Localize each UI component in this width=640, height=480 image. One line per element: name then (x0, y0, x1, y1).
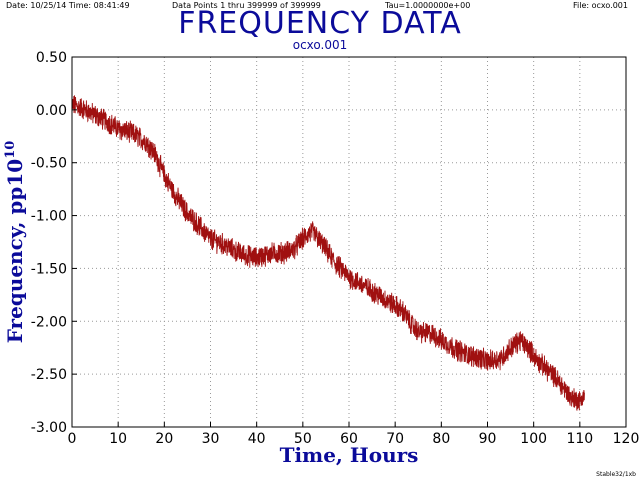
y-tick-label: -3.00 (31, 420, 67, 436)
x-tick-label: 60 (340, 431, 358, 447)
grid (72, 57, 626, 427)
series-layer (71, 95, 585, 411)
y-tick-label: -1.50 (31, 261, 67, 277)
x-tick-label: 30 (202, 431, 220, 447)
y-axis-label-main: Frequency, pp10 (3, 159, 27, 344)
chart-title: FREQUENCY DATA (178, 6, 462, 41)
y-tick-label: -2.00 (31, 314, 67, 330)
x-axis-label: Time, Hours (280, 443, 419, 467)
y-tick-label: 0.50 (36, 50, 67, 66)
x-tick-label: 0 (68, 431, 77, 447)
x-tick-label: 40 (248, 431, 266, 447)
footer-label: Stable32/1xb (596, 471, 636, 478)
x-tick-label: 20 (155, 431, 173, 447)
frequency-series-line (71, 95, 585, 411)
y-tick-label: -0.50 (31, 156, 67, 172)
x-tick-label: 10 (109, 431, 127, 447)
x-tick-label: 70 (386, 431, 404, 447)
header-file: File: ocxo.001 (573, 1, 628, 10)
x-tick-label: 90 (479, 431, 497, 447)
x-tick-label: 80 (432, 431, 450, 447)
header-tau: Tau=1.0000000e+00 (385, 1, 471, 10)
tick-layer: 0 10 20 30 40 50 60 70 80 90 100 110 120 0.50 0.00 -0.5… (31, 50, 640, 447)
x-tick-label: 50 (294, 431, 312, 447)
y-tick-label: -2.50 (31, 367, 67, 383)
header-date-time: Date: 10/25/14 Time: 08:41:49 (6, 1, 130, 10)
x-tick-label: 110 (566, 431, 593, 447)
y-tick-label: -1.00 (31, 209, 67, 225)
chart-subtitle: ocxo.001 (292, 38, 348, 52)
header-data-points: Data Points 1 thru 399999 of 399999 (172, 1, 321, 10)
y-axis-label-exponent: 10 (3, 141, 18, 159)
x-tick-label: 100 (520, 431, 547, 447)
y-axis-label: Frequency, pp1010 (3, 141, 27, 344)
y-tick-label: 0.00 (36, 103, 67, 119)
x-tick-label: 120 (613, 431, 640, 447)
